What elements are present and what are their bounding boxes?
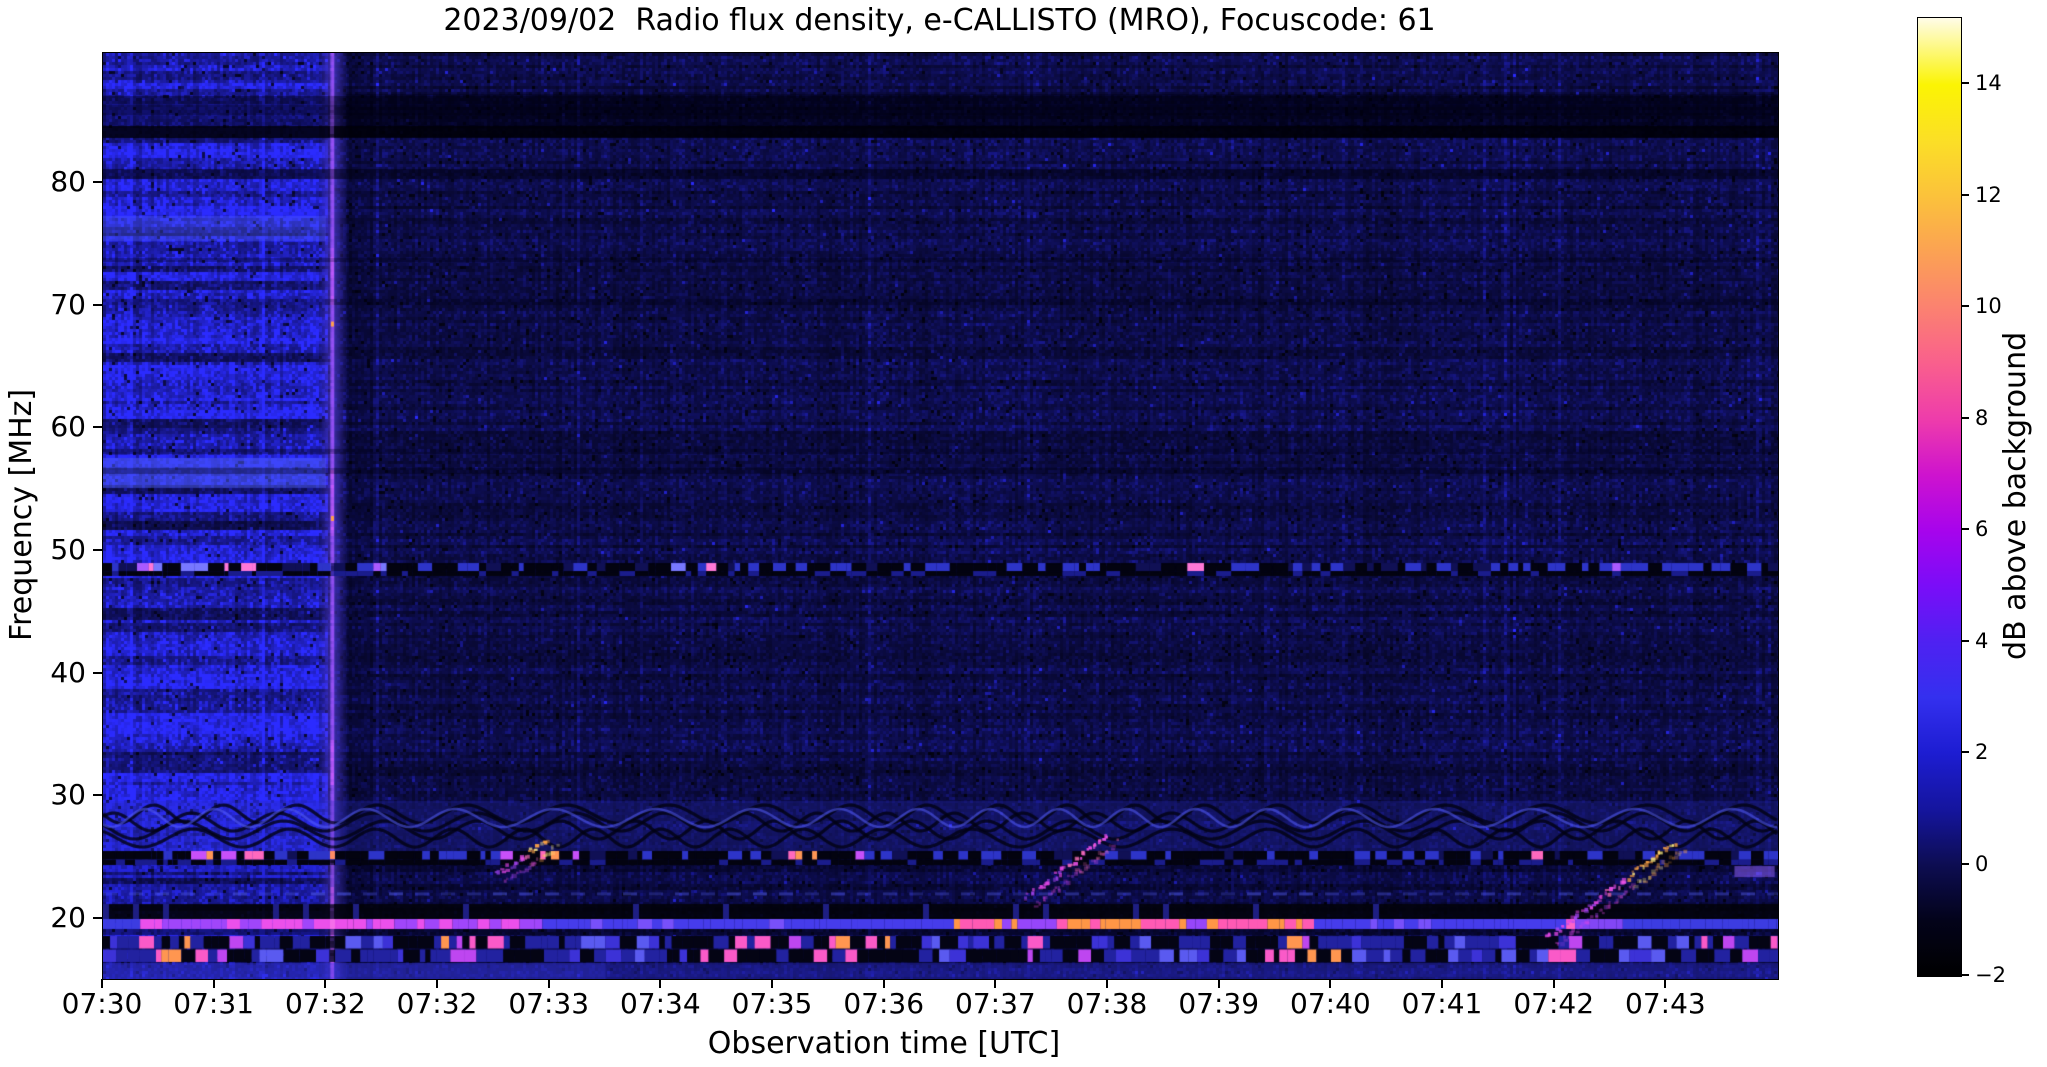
colorbar-tick-mark [1961, 751, 1969, 753]
colorbar-tick-mark [1961, 416, 1969, 419]
x-tick-mark [659, 979, 662, 988]
spectrogram-plot [102, 52, 1779, 980]
colorbar-tick-label: 10 [1975, 294, 2002, 318]
colorbar-tick-mark [1961, 305, 1969, 307]
colorbar-tick-mark [1961, 82, 1969, 84]
y-tick-label: 40 [50, 655, 86, 689]
x-tick-mark [212, 979, 215, 988]
x-tick-mark [101, 979, 103, 988]
x-tick-mark [882, 979, 885, 988]
chart-title: 2023/09/02 Radio flux density, e-CALLIST… [443, 3, 1436, 38]
x-tick-label: 07:38 [1066, 987, 1148, 1020]
colorbar-tick-label: 8 [1975, 405, 1989, 430]
x-tick-mark [436, 979, 438, 988]
colorbar-tick-label: 4 [1975, 628, 1989, 653]
y-tick-label: 50 [50, 532, 86, 566]
x-tick-label: 07:42 [1513, 987, 1595, 1020]
colorbar-tick-label: 14 [1975, 71, 2002, 95]
y-tick-label: 60 [50, 410, 86, 444]
y-tick-mark [93, 794, 102, 797]
y-tick-mark [93, 303, 102, 306]
y-tick-mark [93, 426, 102, 429]
colorbar-tick-label: 6 [1975, 517, 1989, 541]
colorbar-label: dB above background [1998, 331, 2033, 661]
y-tick-label: 70 [50, 287, 86, 321]
x-tick-mark [771, 979, 774, 988]
x-tick-label: 07:43 [1625, 987, 1706, 1020]
colorbar-tick-mark [1961, 862, 1969, 865]
y-tick-label: 20 [50, 901, 86, 934]
y-tick-mark [93, 917, 102, 919]
x-tick-label: 07:33 [508, 987, 590, 1020]
x-tick-label: 07:40 [1290, 987, 1371, 1020]
x-tick-label: 07:41 [1401, 987, 1483, 1020]
colorbar-tick-label: −2 [1975, 963, 2006, 987]
colorbar-tick-label: 2 [1975, 740, 1989, 764]
x-tick-label: 07:35 [731, 987, 813, 1020]
x-tick-mark [1106, 979, 1109, 988]
colorbar-tick-label: 12 [1975, 182, 2002, 207]
x-tick-label: 07:36 [843, 987, 925, 1020]
x-tick-label: 07:32 [284, 987, 366, 1020]
y-tick-label: 30 [50, 778, 86, 812]
x-tick-mark [547, 979, 550, 988]
x-tick-label: 07:32 [396, 987, 478, 1020]
y-tick-mark [93, 548, 102, 551]
x-tick-label: 07:37 [955, 987, 1036, 1020]
colorbar [1917, 17, 1962, 977]
colorbar-tick-mark [1961, 639, 1969, 642]
colorbar-tick-mark [1961, 193, 1969, 196]
x-tick-mark [324, 979, 327, 988]
x-tick-mark [1552, 979, 1555, 988]
x-tick-mark [1664, 979, 1667, 988]
colorbar-tick-mark [1961, 974, 1969, 976]
x-tick-mark [994, 979, 997, 988]
colorbar-tick-label: 0 [1975, 851, 1989, 876]
x-tick-label: 07:34 [619, 987, 701, 1020]
x-tick-label: 07:30 [61, 987, 143, 1020]
y-tick-label: 80 [50, 164, 86, 198]
colorbar-tick-mark [1961, 528, 1969, 530]
spectrogram-heatmap [103, 53, 1778, 979]
x-tick-mark [1441, 979, 1444, 988]
y-tick-mark [93, 671, 102, 674]
x-tick-label: 07:39 [1178, 987, 1260, 1020]
x-axis-label: Observation time [UTC] [707, 1026, 1061, 1061]
x-tick-mark [1217, 979, 1220, 988]
y-tick-mark [93, 180, 102, 183]
x-tick-label: 07:31 [173, 987, 254, 1020]
x-tick-mark [1329, 979, 1332, 988]
